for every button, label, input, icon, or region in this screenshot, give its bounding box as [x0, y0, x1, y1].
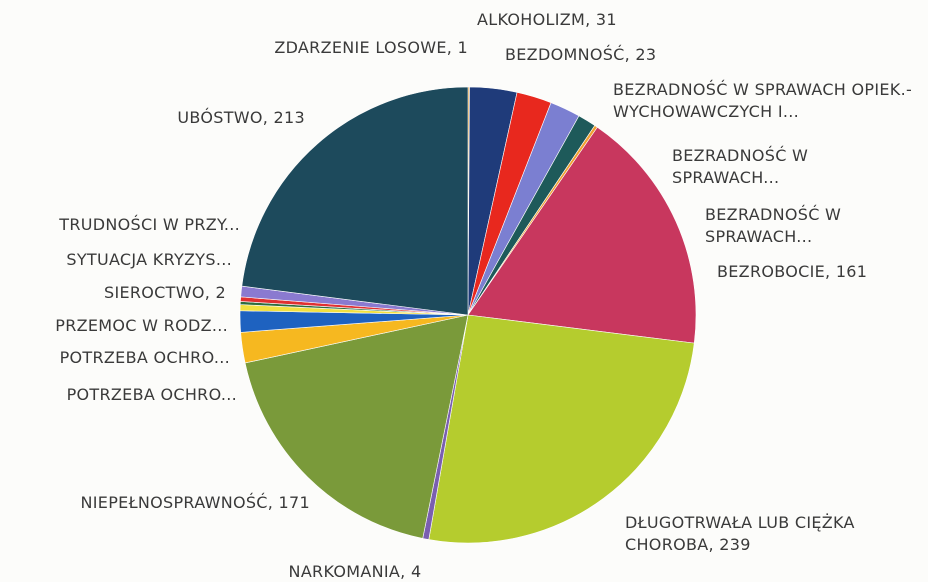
- slice-label: POTRZEBA OCHRO...: [59, 348, 230, 367]
- slice-label: SYTUACJA KRYZYS...: [66, 250, 232, 269]
- slice-label: BEZRADNOŚĆ W SPRAWACH...: [672, 146, 809, 187]
- slice-label: NARKOMANIA, 4: [288, 562, 422, 581]
- slice-label: BEZROBOCIE, 161: [717, 262, 868, 281]
- slice-label: UBÓSTWO, 213: [177, 108, 305, 127]
- pie-slice: [244, 314, 469, 539]
- slice-label: PRZEMOC W RODZ...: [55, 316, 228, 335]
- slice-label: ZDARZENIE LOSOWE, 1: [274, 38, 468, 57]
- slice-label: BEZDOMNOŚĆ, 23: [505, 45, 657, 64]
- slice-label: POTRZEBA OCHRO...: [66, 385, 237, 404]
- pie-slice: [241, 86, 469, 316]
- pie-slice: [467, 126, 697, 344]
- slice-label: TRUDNOŚCI W PRZY...: [59, 215, 240, 234]
- slice-label: SIEROCTWO, 2: [103, 283, 226, 302]
- slice-label: NIEPEŁNOSPRAWNOŚĆ, 171: [80, 493, 310, 512]
- slice-label: BEZRADNOŚĆ W SPRAWACH...: [705, 205, 842, 246]
- slice-label: ALKOHOLIZM, 31: [477, 10, 617, 29]
- pie-slice: [428, 314, 695, 544]
- slice-label: BEZRADNOŚĆ W SPRAWACH OPIEK.-WYCHOWAWCZY…: [613, 80, 913, 121]
- slice-label: DŁUGOTRWAŁA LUB CIĘŻKA CHOROBA, 239: [625, 513, 855, 554]
